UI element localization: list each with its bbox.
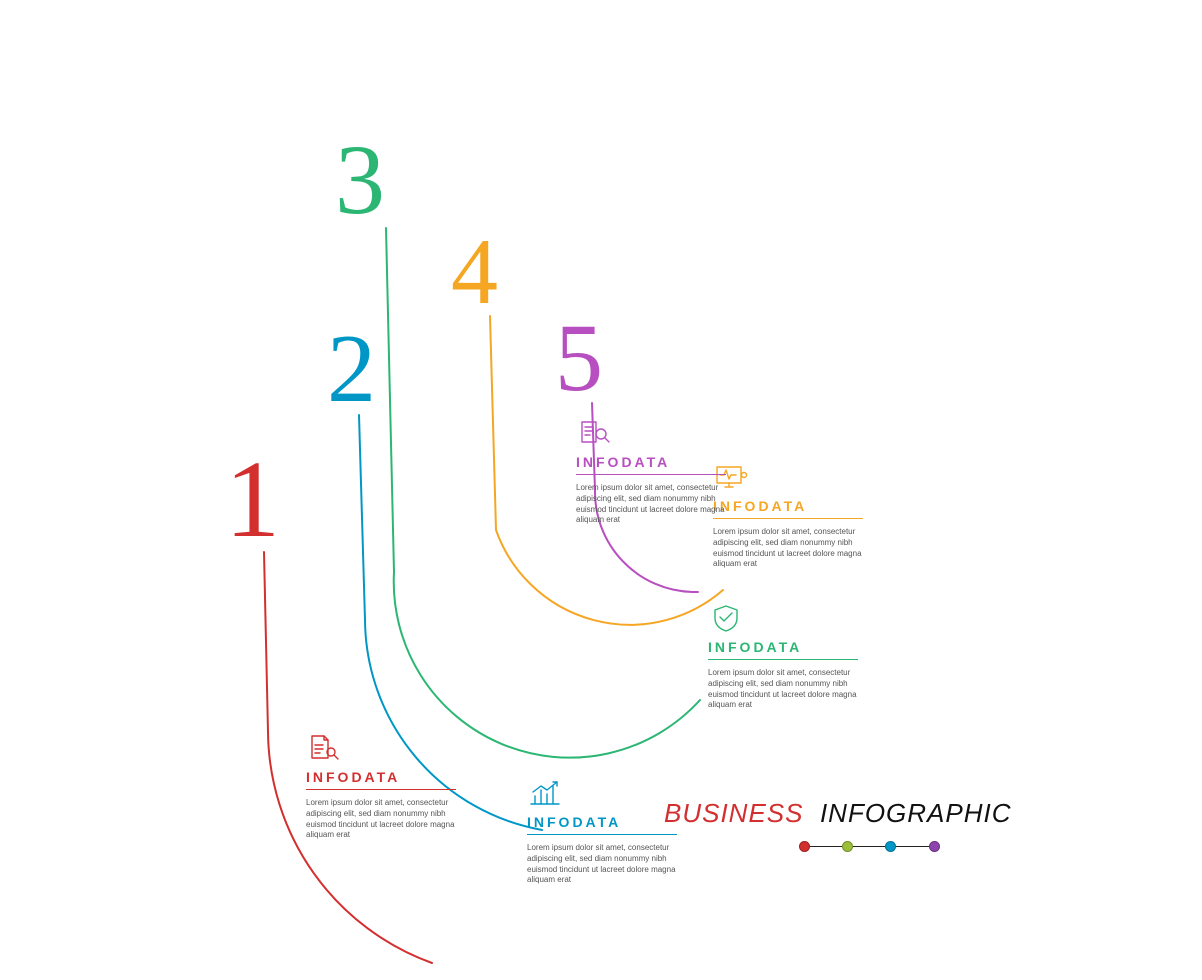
info-block-4: INFODATA Lorem ipsum dolor sit amet, cons… [713,462,863,570]
step-number-2: 2 [327,320,376,418]
info-rule-1 [306,789,456,790]
info-body-1: Lorem ipsum dolor sit amet, consectetur … [306,798,456,841]
dots-connector-line [804,846,934,847]
info-block-1: INFODATA Lorem ipsum dolor sit amet, cons… [306,733,456,841]
title-word-1: BUSINESS [664,798,804,828]
info-body-5: Lorem ipsum dolor sit amet, consectetur … [576,483,726,526]
main-title: BUSINESS INFOGRAPHIC [664,798,1012,829]
legend-dot-3 [885,841,896,852]
info-heading-5: INFODATA [576,454,726,470]
document-search-icon [306,733,342,763]
info-body-2: Lorem ipsum dolor sit amet, consectetur … [527,843,677,886]
info-body-3: Lorem ipsum dolor sit amet, consectetur … [708,668,858,711]
shield-check-icon [708,603,744,633]
bar-chart-up-icon [527,778,563,808]
page-search-icon [576,418,612,448]
info-rule-4 [713,518,863,519]
info-body-4: Lorem ipsum dolor sit amet, consectetur … [713,527,863,570]
info-block-2: INFODATA Lorem ipsum dolor sit amet, cons… [527,778,677,886]
step-number-1: 1 [225,444,280,554]
info-heading-2: INFODATA [527,814,677,830]
info-rule-5 [576,474,726,475]
info-heading-3: INFODATA [708,639,858,655]
infographic-stage: 1INFODATALorem ipsum dolor sit amet, con… [0,0,1202,980]
info-rule-3 [708,659,858,660]
info-rule-2 [527,834,677,835]
step-number-3: 3 [335,130,385,230]
title-word-2: INFOGRAPHIC [804,798,1012,828]
info-heading-1: INFODATA [306,769,456,785]
info-heading-4: INFODATA [713,498,863,514]
info-block-3: INFODATA Lorem ipsum dolor sit amet, cons… [708,603,858,711]
legend-dot-2 [842,841,853,852]
step-number-4: 4 [451,225,498,319]
info-block-5: INFODATA Lorem ipsum dolor sit amet, cons… [576,418,726,526]
legend-dot-4 [929,841,940,852]
step-number-5: 5 [555,310,603,406]
legend-dot-1 [799,841,810,852]
